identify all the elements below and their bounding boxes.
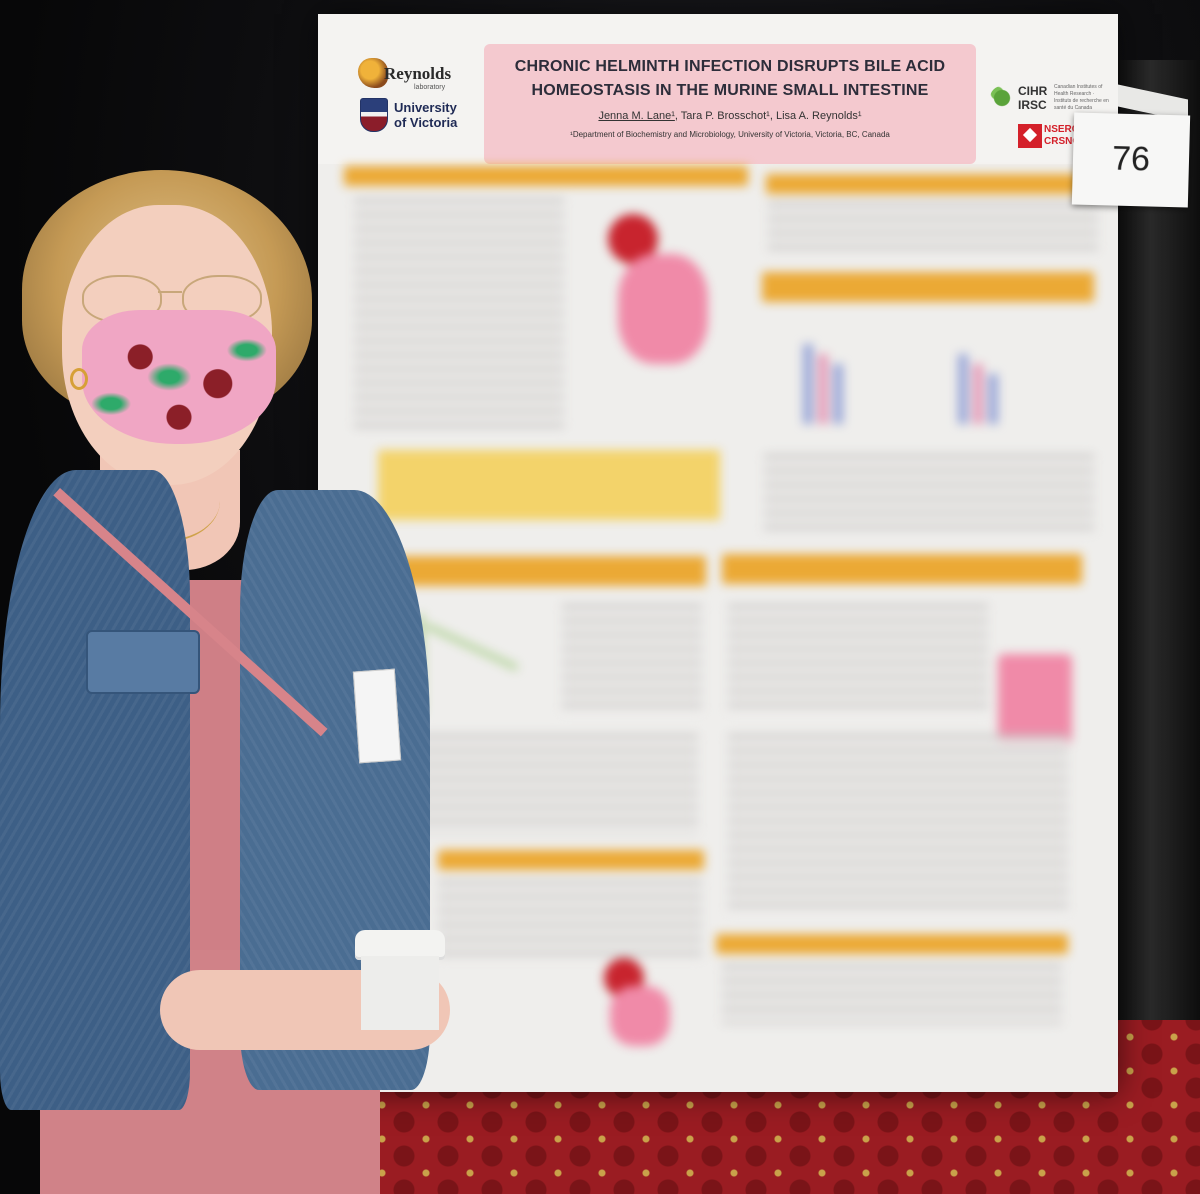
poster-title-line2: HOMEOSTASIS IN THE MURINE SMALL INTESTIN… bbox=[531, 82, 929, 99]
text-block bbox=[768, 202, 1098, 252]
poster-title-line1: CHRONIC HELMINTH INFECTION DISRUPTS BILE… bbox=[514, 58, 946, 75]
uvic-crest-icon bbox=[360, 98, 388, 132]
section-banner bbox=[716, 934, 1068, 954]
reynolds-lab-logo: Reynolds laboratory bbox=[358, 56, 458, 96]
bar-mark bbox=[988, 374, 998, 424]
bar-mark bbox=[818, 354, 828, 424]
bar-mark bbox=[973, 364, 983, 424]
intestine-figure bbox=[618, 254, 708, 364]
canada-flag-icon bbox=[1018, 124, 1042, 148]
other-authors: , Tara P. Brosschot¹, Lisa A. Reynolds¹ bbox=[674, 110, 862, 122]
poster-number: 76 bbox=[1111, 139, 1151, 179]
histology-figure bbox=[998, 654, 1072, 744]
reynolds-wordmark: Reynolds bbox=[384, 64, 452, 83]
section-banner bbox=[766, 174, 1096, 194]
text-block bbox=[722, 964, 1062, 1024]
section-banner bbox=[762, 272, 1094, 302]
poster-authors: Jenna M. Lane¹, Tara P. Brosschot¹, Lisa… bbox=[484, 110, 976, 122]
intestine-figure bbox=[610, 986, 670, 1046]
poster-affiliation: ¹Department of Biochemistry and Microbio… bbox=[570, 130, 890, 139]
bar-mark bbox=[803, 344, 813, 424]
bar-mark bbox=[958, 354, 968, 424]
nserc-logo: NSERC CRSNG bbox=[1018, 124, 1081, 156]
first-author: Jenna M. Lane¹ bbox=[598, 110, 675, 122]
text-block bbox=[764, 454, 1094, 534]
uvic-name-line1: University bbox=[394, 100, 457, 115]
poster-title-box: CHRONIC HELMINTH INFECTION DISRUPTS BILE… bbox=[484, 44, 976, 164]
cihr-text: CIHR bbox=[1018, 84, 1048, 98]
jacket-pocket bbox=[86, 630, 200, 694]
easel-frame bbox=[1118, 60, 1200, 1194]
cihr-logo: CIHR IRSC Canadian Institutes of Health … bbox=[990, 80, 1110, 120]
crsng-text: CRSNG bbox=[1044, 136, 1081, 147]
irsc-text: IRSC bbox=[1018, 98, 1047, 112]
uvic-logo: University of Victoria bbox=[358, 98, 478, 138]
section-banner bbox=[344, 166, 748, 186]
research-poster: Reynolds laboratory University of Victor… bbox=[318, 14, 1118, 1092]
text-block bbox=[728, 604, 988, 714]
section-banner bbox=[438, 850, 704, 870]
text-block bbox=[438, 880, 702, 960]
cihr-leaf-icon bbox=[990, 86, 1014, 110]
coffee-cup-body bbox=[361, 956, 439, 1030]
bar-mark bbox=[833, 364, 843, 424]
text-block bbox=[418, 734, 698, 834]
cherry-print-face-mask bbox=[82, 310, 276, 444]
poster-number-card: 76 bbox=[1071, 112, 1191, 208]
section-banner bbox=[722, 554, 1082, 584]
uvic-name-line2: of Victoria bbox=[394, 115, 458, 130]
reynolds-swirl-icon bbox=[358, 58, 388, 88]
reynolds-sub: laboratory bbox=[414, 84, 446, 91]
text-block bbox=[562, 604, 702, 714]
hoop-earring bbox=[70, 368, 88, 390]
highlight-box bbox=[378, 450, 720, 520]
name-badge bbox=[352, 668, 402, 764]
coffee-cup bbox=[355, 930, 445, 1030]
cihr-small-text: Canadian Institutes of Health Research ·… bbox=[1054, 84, 1109, 111]
text-block bbox=[728, 734, 1068, 914]
poster-header: Reynolds laboratory University of Victor… bbox=[318, 14, 1118, 164]
presenter-person bbox=[0, 150, 470, 1194]
nserc-text: NSERC bbox=[1044, 124, 1080, 135]
coffee-cup-lid bbox=[355, 930, 445, 960]
text-block bbox=[354, 198, 564, 428]
